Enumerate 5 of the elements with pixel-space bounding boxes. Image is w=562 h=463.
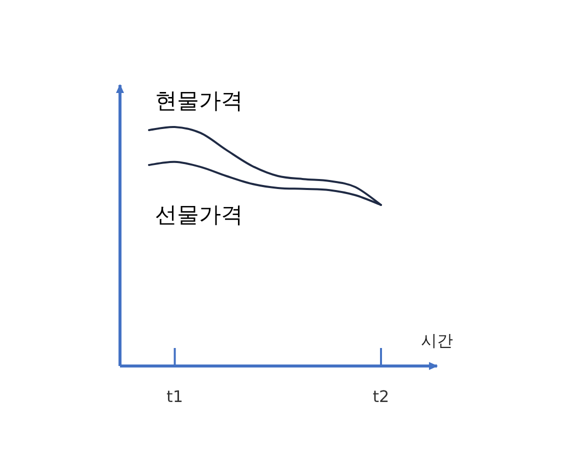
x-tick-label: t2 [372,387,390,406]
series-label: 현물가격 [155,89,243,114]
x-tick-label: t1 [166,387,184,406]
series-label: 선물가격 [155,203,243,228]
x-axis-title: 시간 [421,331,453,350]
